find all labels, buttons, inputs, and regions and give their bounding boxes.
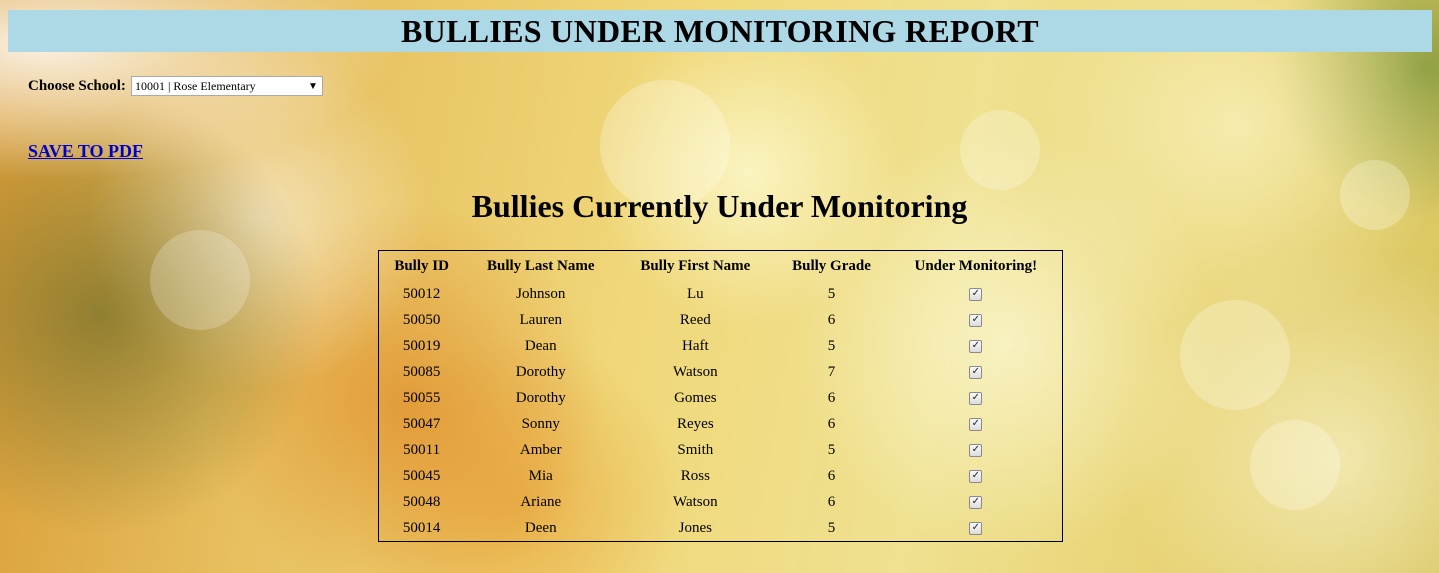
school-selector-label: Choose School: <box>28 77 126 94</box>
bully-id-cell: 50019 <box>402 337 441 354</box>
report-header: BULLIES UNDER MONITORING REPORT <box>8 10 1432 52</box>
report-section-title: Bullies Currently Under Monitoring <box>471 188 968 224</box>
under-monitoring-cell: ✓ <box>890 411 1062 437</box>
checkbox-checked-icon[interactable]: ✓ <box>969 391 983 405</box>
under-monitoring-cell: ✓ <box>890 437 1062 463</box>
table-row: 50019 Dean Haft 5 ✓ <box>379 333 1062 359</box>
school-select-value: 10001 | Rose Elementary <box>134 78 256 93</box>
bully-grade-cell: 6 <box>827 311 836 328</box>
page-title: BULLIES UNDER MONITORING REPORT <box>401 12 1039 49</box>
under-monitoring-cell: ✓ <box>890 385 1062 411</box>
bully-first-name-cell: Lu <box>687 285 704 302</box>
under-monitoring-cell: ✓ <box>890 515 1062 541</box>
background-bokeh <box>960 110 1040 190</box>
bully-last-name-cell: Sonny <box>521 415 560 432</box>
under-monitoring-cell: ✓ <box>890 307 1062 333</box>
under-monitoring-cell: ✓ <box>890 463 1062 489</box>
bully-id-cell: 50011 <box>403 441 441 458</box>
table-row: 50045 Mia Ross 6 ✓ <box>379 463 1062 489</box>
bully-last-name-cell: Dorothy <box>515 363 566 380</box>
checkbox-checked-icon[interactable]: ✓ <box>969 495 983 509</box>
table-header-row: Bully ID Bully Last Name Bully First Nam… <box>379 251 1062 281</box>
table-row: 50014 Deen Jones 5 ✓ <box>379 515 1062 541</box>
bully-id-cell: 50085 <box>402 363 441 380</box>
checkbox-checked-icon[interactable]: ✓ <box>969 417 983 431</box>
bully-last-name-cell: Dorothy <box>515 389 566 406</box>
table-row: 50085 Dorothy Watson 7 ✓ <box>379 359 1062 385</box>
table-row: 50055 Dorothy Gomes 6 ✓ <box>379 385 1062 411</box>
bully-first-name-cell: Reed <box>679 311 711 328</box>
under-monitoring-cell: ✓ <box>890 489 1062 515</box>
bully-first-name-cell: Smith <box>677 441 714 458</box>
bully-last-name-cell: Johnson <box>516 285 566 302</box>
under-monitoring-cell: ✓ <box>890 359 1062 385</box>
bully-first-name-cell: Ross <box>680 467 710 484</box>
background-bokeh <box>1180 300 1290 410</box>
bullies-table-body: 50012 Johnson Lu 5 ✓ 50050 Lauren Reed 6 ✓ 50019 De… <box>379 281 1062 541</box>
bully-last-name-cell: Amber <box>519 441 562 458</box>
bully-grade-cell: 6 <box>827 415 836 432</box>
bully-first-name-cell: Jones <box>678 519 712 536</box>
bully-first-name-cell: Haft <box>682 337 709 354</box>
bullies-table: Bully ID Bully Last Name Bully First Nam… <box>378 250 1063 542</box>
bully-last-name-cell: Mia <box>528 467 553 484</box>
bully-first-name-cell: Gomes <box>674 389 717 406</box>
checkbox-checked-icon[interactable]: ✓ <box>969 443 983 457</box>
bully-last-name-cell: Deen <box>524 519 557 536</box>
table-row: 50048 Ariane Watson 6 ✓ <box>379 489 1062 515</box>
table-row: 50047 Sonny Reyes 6 ✓ <box>379 411 1062 437</box>
bully-grade-cell: 6 <box>827 493 836 510</box>
table-row: 50011 Amber Smith 5 ✓ <box>379 437 1062 463</box>
bully-id-cell: 50048 <box>402 493 441 510</box>
checkbox-checked-icon[interactable]: ✓ <box>969 521 983 535</box>
bully-first-name-cell: Watson <box>673 493 718 510</box>
column-header-first-name: Bully First Name <box>640 257 751 274</box>
bully-grade-cell: 5 <box>827 337 836 354</box>
bully-last-name-cell: Dean <box>524 337 557 354</box>
column-header-under-monitoring: Under Monitoring! <box>914 257 1038 274</box>
bully-grade-cell: 7 <box>827 363 836 380</box>
checkbox-checked-icon[interactable]: ✓ <box>969 287 983 301</box>
dropdown-arrow-icon: ▼ <box>308 80 318 92</box>
background-bokeh <box>1250 420 1340 510</box>
bully-id-cell: 50012 <box>402 285 441 302</box>
bully-grade-cell: 5 <box>827 441 836 458</box>
bully-id-cell: 50047 <box>402 415 441 432</box>
bully-last-name-cell: Lauren <box>519 311 562 328</box>
under-monitoring-cell: ✓ <box>890 281 1062 307</box>
column-header-bully-id: Bully ID <box>394 257 449 274</box>
checkbox-checked-icon[interactable]: ✓ <box>969 313 983 327</box>
table-row: 50050 Lauren Reed 6 ✓ <box>379 307 1062 333</box>
background-bokeh <box>150 230 250 330</box>
bully-grade-cell: 5 <box>827 285 836 302</box>
checkbox-checked-icon[interactable]: ✓ <box>969 365 983 379</box>
school-select[interactable]: 10001 | Rose Elementary ▼ <box>130 76 323 96</box>
column-header-last-name: Bully Last Name <box>487 257 595 274</box>
bully-id-cell: 50014 <box>402 519 441 536</box>
bully-grade-cell: 6 <box>827 467 836 484</box>
save-to-pdf-link[interactable]: SAVE TO PDF <box>28 141 144 161</box>
bully-id-cell: 50050 <box>402 311 441 328</box>
checkbox-checked-icon[interactable]: ✓ <box>969 469 983 483</box>
column-header-grade: Bully Grade <box>792 257 871 274</box>
bully-last-name-cell: Ariane <box>520 493 562 510</box>
bully-grade-cell: 6 <box>827 389 836 406</box>
bully-first-name-cell: Watson <box>673 363 718 380</box>
bully-grade-cell: 5 <box>827 519 836 536</box>
bully-first-name-cell: Reyes <box>677 415 714 432</box>
bully-id-cell: 50055 <box>402 389 441 406</box>
checkbox-checked-icon[interactable]: ✓ <box>969 339 983 353</box>
table-row: 50012 Johnson Lu 5 ✓ <box>379 281 1062 307</box>
bully-id-cell: 50045 <box>402 467 441 484</box>
under-monitoring-cell: ✓ <box>890 333 1062 359</box>
school-selector-row: Choose School: 10001 | Rose Elementary ▼ <box>28 76 323 96</box>
